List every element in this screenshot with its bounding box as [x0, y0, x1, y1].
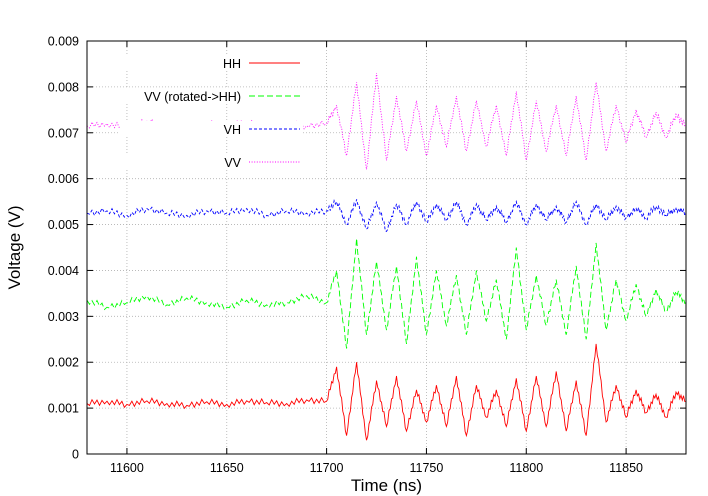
x-axis-title: Time (ns) — [351, 476, 422, 495]
y-tick-label: 0 — [72, 448, 79, 462]
plot-frame — [86, 40, 687, 455]
series-line-1 — [86, 238, 687, 349]
legend-label: HH — [223, 57, 241, 71]
series-line-3 — [86, 73, 687, 170]
legend-label: VV — [224, 156, 241, 170]
y-tick-label: 0.002 — [48, 356, 79, 370]
legend-label: VH — [224, 123, 241, 137]
x-tick-label: 11850 — [609, 461, 643, 475]
y-tick-label: 0.008 — [48, 80, 79, 94]
x-tick-label: 11750 — [410, 461, 444, 475]
x-tick-label: 11800 — [509, 461, 543, 475]
y-tick-label: 0.007 — [48, 126, 79, 140]
series-line-2 — [86, 198, 687, 232]
legend-entry-background — [120, 55, 303, 71]
y-tick-label: 0.003 — [48, 310, 79, 324]
x-tick-label: 11700 — [310, 461, 344, 475]
series-lines — [86, 73, 687, 441]
axis-ticks: 11600 11650 11700 11750 11800 11850 0 0.001 0.00… — [48, 35, 686, 475]
y-tick-label: 0.001 — [48, 402, 79, 416]
legend-label: VV (rotated->HH) — [144, 90, 241, 104]
y-tick-label: 0.005 — [48, 218, 79, 232]
legend-entry-background — [120, 88, 303, 104]
y-tick-label: 0.009 — [48, 35, 79, 49]
y-tick-label: 0.004 — [48, 264, 79, 278]
y-axis-title: Voltage (V) — [5, 205, 24, 289]
series-line-0 — [86, 343, 687, 441]
legend: HH VV (rotated->HH) VH VV — [120, 55, 303, 170]
x-tick-label: 11600 — [110, 461, 144, 475]
legend-entry-background — [120, 121, 303, 137]
x-tick-label: 11650 — [210, 461, 244, 475]
legend-entry-background — [120, 154, 303, 170]
y-tick-label: 0.006 — [48, 172, 79, 186]
